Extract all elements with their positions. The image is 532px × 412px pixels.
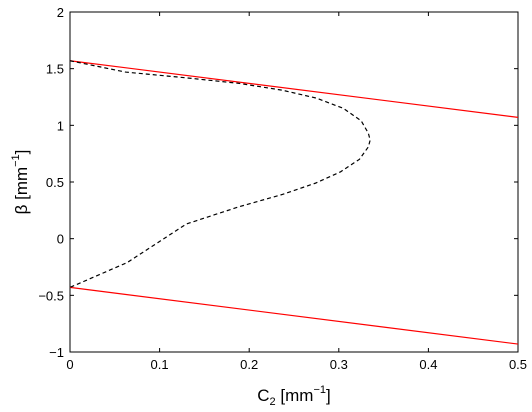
y-tick-label: 1 <box>57 118 64 133</box>
y-tick-label: 1.5 <box>46 62 64 77</box>
x-tick-label: 0 <box>66 357 73 372</box>
x-tick-label: 0.4 <box>419 357 437 372</box>
y-axis-label-suffix: ] <box>12 150 31 155</box>
series-line-0 <box>69 60 519 118</box>
series-line-1 <box>69 286 519 345</box>
y-tick-label: −1 <box>49 345 64 360</box>
x-tick-label: 0.1 <box>151 357 169 372</box>
y-axis-label-base: β [mm <box>12 167 31 215</box>
x-axis-label-unit: [mm <box>276 386 314 405</box>
x-tick-label: 0.3 <box>330 357 348 372</box>
plot-frame <box>69 11 519 353</box>
x-axis-label-suffix: ] <box>326 386 331 405</box>
y-tick-label: 0 <box>57 232 64 247</box>
y-tick-label: 0.5 <box>46 175 64 190</box>
y-axis-label: β [mm−1] <box>10 150 31 215</box>
y-tick-label: 2 <box>57 5 64 20</box>
x-tick-label: 0.5 <box>509 357 527 372</box>
x-tick-label: 0.2 <box>240 357 258 372</box>
x-axis-label-sup: −1 <box>313 384 326 396</box>
x-axis-label-sub: 2 <box>270 396 276 408</box>
y-axis-label-sup: −1 <box>10 154 22 167</box>
y-tick-label: −0.5 <box>38 288 64 303</box>
series-group <box>69 60 519 345</box>
x-axis-label: C2 [mm−1] <box>257 384 330 408</box>
series-line-2 <box>69 60 371 288</box>
ticks: 0 0.1 0.2 0.3 0.4 0.5 −1 −0.5 0 0.5 1 1.5 2 <box>38 5 527 372</box>
x-axis-label-base: C <box>257 386 269 405</box>
